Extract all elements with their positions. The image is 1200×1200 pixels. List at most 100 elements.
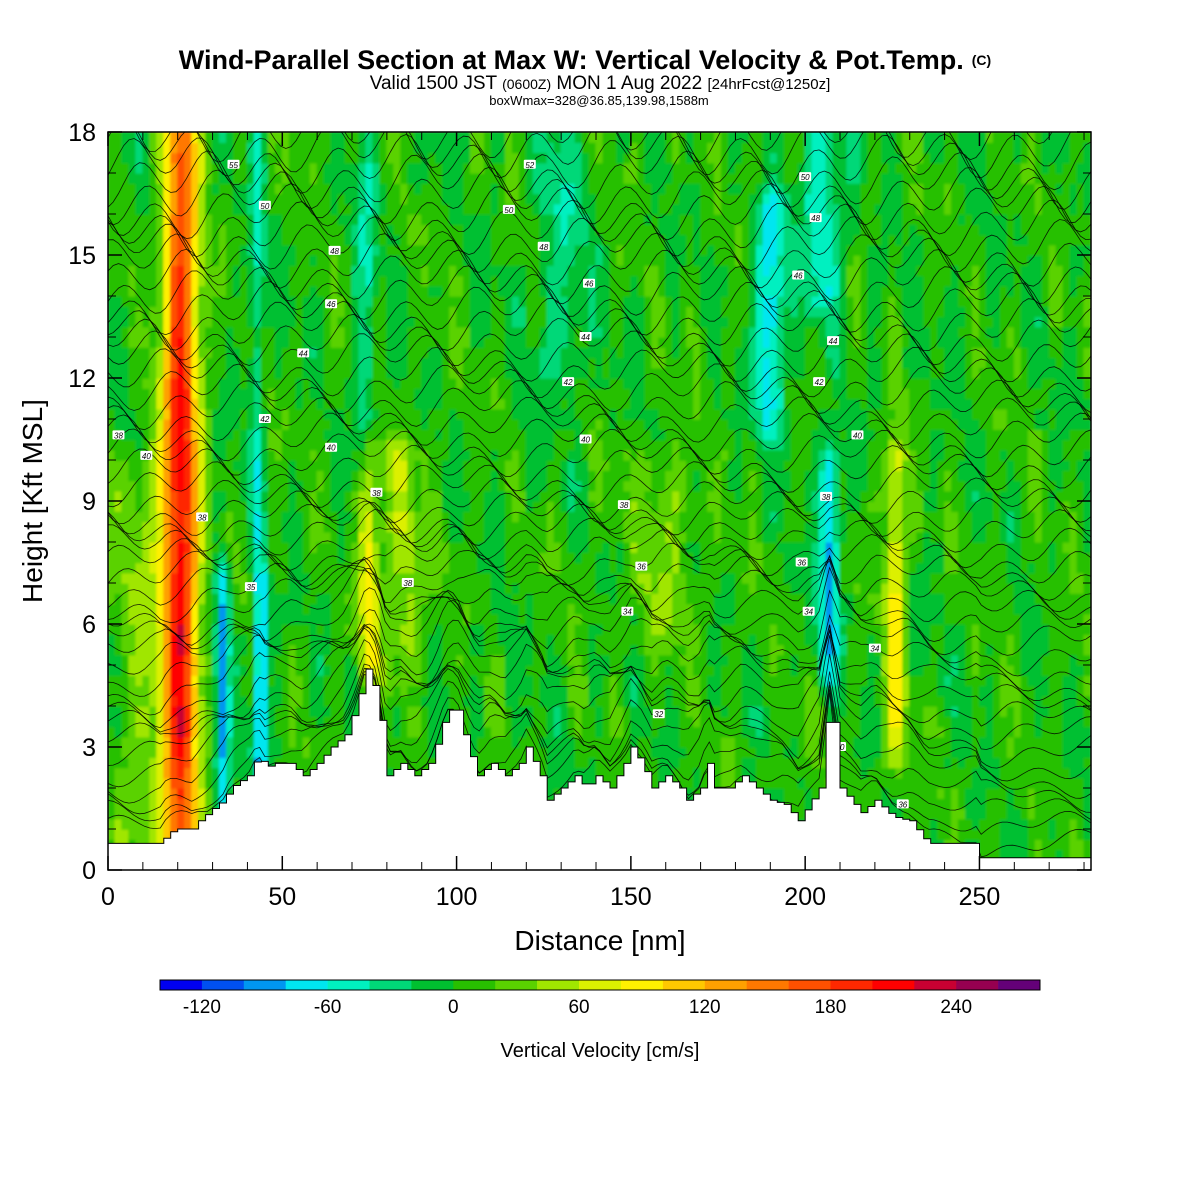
- w-cell: [539, 685, 548, 697]
- w-cell: [449, 316, 458, 328]
- w-cell: [435, 736, 444, 748]
- w-cell: [386, 223, 395, 236]
- w-cell: [323, 264, 332, 277]
- w-cell: [267, 664, 276, 676]
- w-cell: [205, 182, 214, 195]
- w-cell: [128, 797, 137, 810]
- w-cell: [177, 654, 186, 666]
- w-cell: [428, 408, 437, 420]
- w-cell: [226, 132, 235, 143]
- w-cell: [365, 316, 374, 328]
- w-cell: [414, 695, 423, 707]
- w-cell: [260, 234, 270, 246]
- w-cell: [470, 541, 479, 553]
- w-cell: [358, 592, 367, 605]
- w-cell: [309, 264, 318, 277]
- w-cell: [393, 736, 402, 748]
- w-cell: [198, 398, 207, 410]
- w-cell: [358, 439, 367, 451]
- w-cell: [435, 582, 444, 594]
- w-cell: [295, 285, 304, 297]
- w-cell: [400, 623, 409, 635]
- w-cell: [497, 654, 507, 666]
- w-cell: [323, 674, 332, 687]
- w-cell: [456, 664, 465, 676]
- w-cell: [149, 480, 158, 492]
- w-cell: [246, 141, 256, 154]
- w-cell: [309, 449, 318, 461]
- w-cell: [253, 387, 263, 400]
- w-cell: [484, 213, 493, 225]
- w-cell: [511, 316, 521, 328]
- w-cell: [525, 172, 534, 184]
- w-cell: [240, 756, 249, 769]
- w-cell: [156, 777, 165, 789]
- w-cell: [560, 254, 569, 266]
- w-cell: [267, 326, 276, 338]
- w-cell: [574, 234, 583, 246]
- w-cell: [379, 275, 388, 287]
- w-cell: [253, 633, 263, 646]
- w-cell: [588, 685, 597, 697]
- w-cell: [226, 398, 235, 410]
- w-cell: [121, 756, 130, 769]
- w-cell: [428, 357, 437, 369]
- w-cell: [470, 449, 479, 461]
- w-cell: [226, 449, 235, 461]
- w-cell: [567, 357, 576, 369]
- w-cell: [281, 203, 290, 215]
- w-cell: [393, 264, 402, 277]
- w-cell: [108, 797, 116, 810]
- w-cell: [114, 562, 123, 574]
- w-cell: [546, 398, 555, 410]
- w-cell: [351, 132, 360, 143]
- w-cell: [212, 562, 221, 574]
- w-cell: [274, 521, 283, 533]
- w-cell: [581, 377, 590, 389]
- w-cell: [302, 510, 311, 523]
- w-cell: [302, 244, 311, 256]
- w-cell: [142, 531, 151, 543]
- w-cell: [170, 664, 179, 676]
- w-cell: [309, 613, 318, 625]
- w-cell: [108, 336, 116, 348]
- w-cell: [574, 459, 583, 471]
- w-cell: [337, 439, 346, 451]
- w-cell: [198, 613, 207, 625]
- w-cell: [260, 295, 270, 307]
- w-cell: [477, 644, 486, 656]
- w-cell: [386, 674, 395, 687]
- w-cell: [407, 285, 416, 297]
- w-cell: [470, 592, 479, 605]
- w-cell: [330, 152, 339, 164]
- w-cell: [114, 644, 123, 656]
- w-cell: [163, 275, 172, 287]
- w-cell: [149, 234, 158, 246]
- w-cell: [309, 521, 318, 533]
- w-cell: [511, 490, 521, 502]
- w-cell: [260, 254, 270, 266]
- w-cell: [191, 285, 200, 297]
- w-cell: [344, 439, 353, 451]
- w-cell: [198, 182, 207, 195]
- w-cell: [567, 664, 576, 676]
- w-cell: [121, 275, 130, 287]
- w-cell: [330, 213, 339, 225]
- w-cell: [198, 141, 207, 154]
- w-cell: [463, 510, 472, 523]
- w-cell: [546, 295, 555, 307]
- w-cell: [226, 767, 235, 779]
- w-cell: [121, 490, 130, 502]
- w-cell: [567, 551, 576, 564]
- w-cell: [435, 664, 444, 676]
- w-cell: [198, 223, 207, 236]
- w-cell: [302, 664, 311, 676]
- w-cell: [414, 172, 423, 184]
- w-cell: [246, 756, 256, 769]
- w-cell: [302, 162, 311, 174]
- w-cell: [205, 603, 214, 615]
- w-cell: [553, 521, 562, 533]
- w-cell: [477, 367, 486, 379]
- w-cell: [539, 305, 548, 318]
- w-cell: [400, 336, 409, 348]
